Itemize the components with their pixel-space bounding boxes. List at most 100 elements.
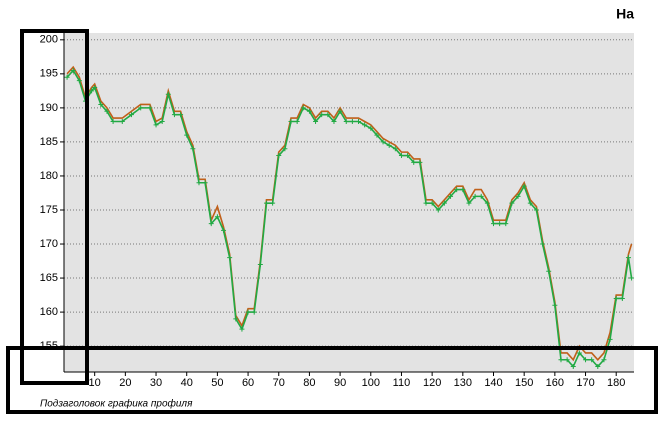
point-marker (202, 180, 208, 186)
x-tick-label: 150 (515, 377, 533, 389)
x-tick-label: 140 (484, 377, 502, 389)
point-marker (625, 255, 631, 261)
point-marker (282, 146, 288, 152)
x-tick-label: 50 (211, 377, 223, 389)
point-marker (331, 118, 337, 124)
x-tick-label: 60 (242, 377, 254, 389)
x-tick-label: 10 (89, 377, 101, 389)
plot-area (64, 33, 634, 372)
point-marker (515, 193, 521, 199)
point-marker (294, 118, 300, 124)
point-marker (411, 159, 417, 165)
point-marker (601, 357, 607, 363)
y-tick-label: 170 (40, 238, 58, 250)
x-tick-label: 100 (362, 377, 380, 389)
point-marker (288, 118, 294, 124)
point-marker (509, 200, 515, 206)
point-marker (380, 139, 386, 145)
x-tick-label: 20 (119, 377, 131, 389)
point-marker (119, 118, 125, 124)
point-marker (454, 187, 460, 193)
point-marker (478, 193, 484, 199)
point-marker (171, 112, 177, 118)
point-marker (257, 261, 263, 267)
point-marker (521, 183, 527, 189)
point-marker (227, 255, 233, 261)
point-marker (110, 118, 116, 124)
y-tick-label: 190 (40, 102, 58, 114)
point-marker (429, 200, 435, 206)
point-marker (153, 122, 159, 128)
point-marker (448, 193, 454, 199)
point-marker (484, 200, 490, 206)
point-marker (98, 101, 104, 107)
point-marker (300, 105, 306, 111)
point-marker (337, 108, 343, 114)
series-line (66, 69, 633, 368)
x-tick-label: 130 (454, 377, 472, 389)
point-marker (490, 221, 496, 227)
x-tick-label: 70 (273, 377, 285, 389)
point-marker (558, 357, 564, 363)
point-marker (76, 78, 82, 84)
point-marker (503, 221, 509, 227)
point-marker (214, 214, 220, 220)
point-marker (263, 200, 269, 206)
point-marker (619, 295, 625, 301)
y-tick-label: 160 (40, 306, 58, 318)
chart-title: На (616, 6, 634, 22)
point-marker (208, 221, 214, 227)
x-tick-label: 30 (150, 377, 162, 389)
point-marker (527, 200, 533, 206)
point-marker (343, 118, 349, 124)
point-marker (70, 67, 76, 73)
x-tick-label: 80 (303, 377, 315, 389)
y-tick-label: 200 (40, 34, 58, 46)
point-marker (245, 309, 251, 315)
point-marker (405, 153, 411, 159)
x-tick-label: 40 (181, 377, 193, 389)
point-marker (270, 200, 276, 206)
point-marker (497, 221, 503, 227)
point-marker (313, 118, 319, 124)
point-marker (533, 207, 539, 213)
point-marker (147, 105, 153, 111)
point-marker (64, 74, 70, 80)
point-marker (356, 118, 362, 124)
point-marker (472, 193, 478, 199)
point-marker (613, 295, 619, 301)
point-marker (178, 112, 184, 118)
point-marker (104, 108, 110, 114)
point-marker (460, 187, 466, 193)
x-tick-label: 90 (334, 377, 346, 389)
x-tick-label: 170 (576, 377, 594, 389)
point-marker (165, 91, 171, 97)
point-marker (319, 112, 325, 118)
y-tick-label: 195 (40, 68, 58, 80)
point-marker (552, 302, 558, 308)
point-marker (325, 112, 331, 118)
point-marker (362, 122, 368, 128)
point-marker (138, 105, 144, 111)
point-marker (576, 350, 582, 356)
point-marker (233, 316, 239, 322)
point-marker (423, 200, 429, 206)
point-marker (607, 336, 613, 342)
highlight-box (20, 29, 89, 385)
y-tick-label: 185 (40, 136, 58, 148)
point-marker (564, 357, 570, 363)
point-marker (239, 326, 245, 332)
point-marker (128, 112, 134, 118)
point-marker (398, 153, 404, 159)
point-marker (221, 227, 227, 233)
point-marker (196, 180, 202, 186)
x-tick-label: 120 (423, 377, 441, 389)
point-marker (190, 146, 196, 152)
point-marker (159, 118, 165, 124)
point-marker (349, 118, 355, 124)
y-tick-label: 175 (40, 204, 58, 216)
x-tick-label: 180 (607, 377, 625, 389)
